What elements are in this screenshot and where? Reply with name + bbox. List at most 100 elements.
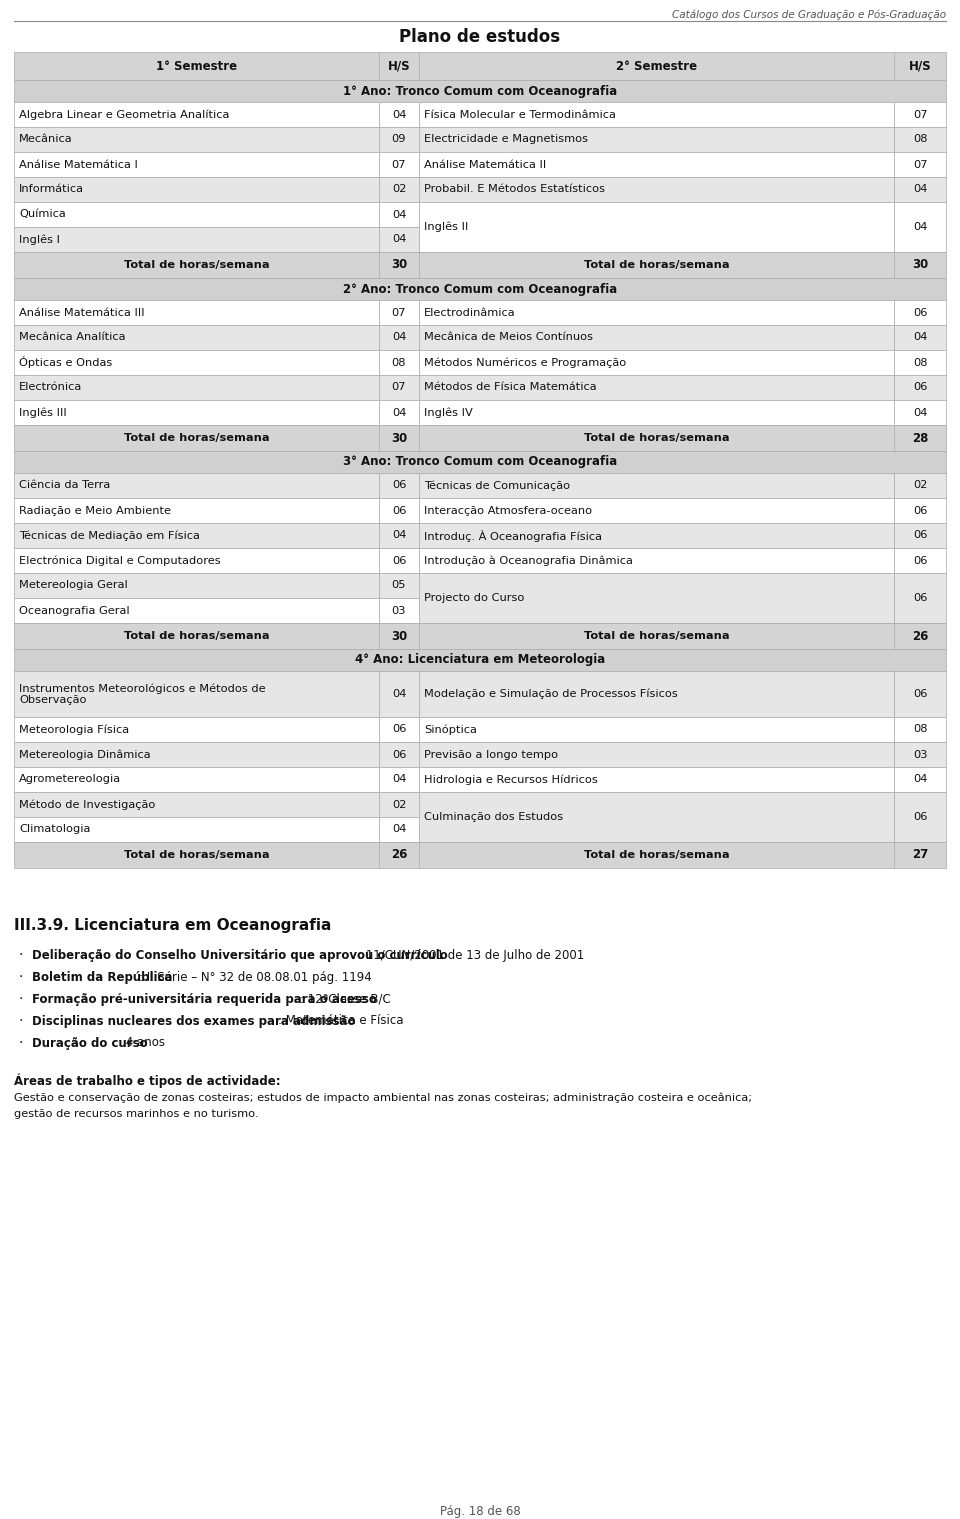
Text: 09: 09 — [392, 135, 406, 144]
Bar — [14, 523, 379, 548]
Text: ·: · — [18, 948, 22, 962]
Text: 04: 04 — [392, 690, 406, 699]
Bar — [419, 299, 894, 325]
Text: Algebra Linear e Geometria Analítica: Algebra Linear e Geometria Analítica — [19, 109, 229, 120]
Bar — [14, 278, 946, 299]
Text: Inglês IV: Inglês IV — [424, 407, 472, 418]
Bar — [419, 472, 894, 498]
Bar — [379, 573, 419, 598]
Text: : 4 anos: : 4 anos — [117, 1036, 164, 1050]
Text: 04: 04 — [392, 530, 406, 541]
Text: Análise Matemática I: Análise Matemática I — [19, 159, 138, 170]
Bar — [379, 178, 419, 202]
Text: 1° Semestre: 1° Semestre — [156, 59, 237, 73]
Text: ·: · — [18, 971, 22, 984]
Bar — [379, 226, 419, 252]
Text: Gestão e conservação de zonas costeiras; estudos de impacto ambiental nas zonas : Gestão e conservação de zonas costeiras;… — [14, 1092, 752, 1103]
Bar — [14, 671, 379, 717]
Text: Análise Matemática II: Análise Matemática II — [424, 159, 546, 170]
Bar — [894, 349, 946, 375]
Bar — [14, 399, 379, 425]
Text: 06: 06 — [913, 307, 927, 317]
Text: Electricidade e Magnetismos: Electricidade e Magnetismos — [424, 135, 588, 144]
Bar — [894, 717, 946, 741]
Text: 06: 06 — [913, 556, 927, 565]
Bar — [14, 717, 379, 741]
Text: Ciência da Terra: Ciência da Terra — [19, 480, 110, 491]
Text: Total de horas/semana: Total de horas/semana — [124, 630, 270, 641]
Bar — [14, 102, 379, 128]
Bar — [419, 671, 894, 717]
Text: Observação: Observação — [19, 694, 86, 705]
Bar — [419, 523, 894, 548]
Bar — [419, 178, 894, 202]
Text: 02: 02 — [392, 799, 406, 810]
Bar — [14, 325, 379, 349]
Bar — [894, 573, 946, 623]
Bar — [14, 425, 946, 451]
Text: 06: 06 — [392, 480, 406, 491]
Text: 06: 06 — [392, 749, 406, 760]
Text: 03: 03 — [392, 606, 406, 615]
Bar — [419, 741, 894, 767]
Bar — [419, 202, 894, 252]
Text: 07: 07 — [392, 159, 406, 170]
Text: Sinóptica: Sinóptica — [424, 725, 477, 735]
Text: 1° Ano: Tronco Comum com Oceanografia: 1° Ano: Tronco Comum com Oceanografia — [343, 85, 617, 97]
Bar — [894, 671, 946, 717]
Bar — [419, 152, 894, 178]
Bar — [894, 128, 946, 152]
Text: 05: 05 — [392, 580, 406, 591]
Bar — [894, 399, 946, 425]
Text: Electrónica: Electrónica — [19, 383, 83, 392]
Text: 04: 04 — [392, 775, 406, 784]
Bar — [419, 349, 894, 375]
Text: 07: 07 — [392, 383, 406, 392]
Bar — [14, 623, 946, 649]
Bar — [419, 573, 894, 623]
Bar — [14, 178, 379, 202]
Bar — [894, 741, 946, 767]
Bar — [379, 598, 419, 623]
Text: 06: 06 — [913, 530, 927, 541]
Text: Mecânica de Meios Contínuos: Mecânica de Meios Contínuos — [424, 333, 593, 342]
Text: Introduç. À Oceanografia Física: Introduç. À Oceanografia Física — [424, 530, 602, 541]
Bar — [379, 741, 419, 767]
Text: 02: 02 — [913, 480, 927, 491]
Text: Boletim da República: Boletim da República — [32, 971, 173, 983]
Bar — [894, 152, 946, 178]
Text: Física Molecular e Termodinâmica: Física Molecular e Termodinâmica — [424, 109, 616, 120]
Text: 04: 04 — [392, 210, 406, 220]
Text: Climatologia: Climatologia — [19, 825, 90, 834]
Text: Modelação e Simulação de Processos Físicos: Modelação e Simulação de Processos Físic… — [424, 688, 678, 699]
Bar — [419, 791, 894, 842]
Text: 2° Semestre: 2° Semestre — [616, 59, 697, 73]
Text: Química: Química — [19, 210, 65, 220]
Text: 26: 26 — [912, 629, 928, 643]
Bar — [379, 102, 419, 128]
Text: 27: 27 — [912, 849, 928, 861]
Text: Mecânica Analítica: Mecânica Analítica — [19, 333, 126, 342]
Bar — [419, 548, 894, 573]
Bar — [14, 573, 379, 598]
Text: Oceanografia Geral: Oceanografia Geral — [19, 606, 130, 615]
Bar — [379, 325, 419, 349]
Text: Culminação dos Estudos: Culminação dos Estudos — [424, 813, 564, 822]
Bar — [419, 399, 894, 425]
Text: 08: 08 — [913, 357, 927, 368]
Bar — [419, 767, 894, 791]
Bar — [894, 325, 946, 349]
Text: Método de Investigação: Método de Investigação — [19, 799, 156, 810]
Text: : II Série – N° 32 de 08.08.01 pág. 1194: : II Série – N° 32 de 08.08.01 pág. 1194 — [139, 971, 372, 983]
Text: Duração do curso: Duração do curso — [32, 1036, 148, 1050]
Bar — [379, 152, 419, 178]
Bar — [14, 767, 379, 791]
Bar — [379, 349, 419, 375]
Text: Disciplinas nucleares dos exames para admissão: Disciplinas nucleares dos exames para ad… — [32, 1015, 355, 1027]
Bar — [379, 472, 419, 498]
Bar — [14, 817, 379, 842]
Text: Projecto do Curso: Projecto do Curso — [424, 592, 524, 603]
Text: : Matemática e Física: : Matemática e Física — [278, 1015, 403, 1027]
Bar — [14, 451, 946, 472]
Text: 4° Ano: Licenciatura em Meteorologia: 4° Ano: Licenciatura em Meteorologia — [355, 653, 605, 667]
